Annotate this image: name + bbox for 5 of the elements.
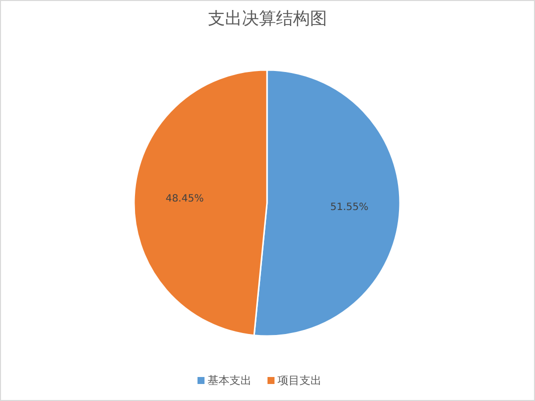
legend-label: 基本支出 <box>208 374 252 388</box>
data-label: 51.55% <box>330 202 368 213</box>
chart-title: 支出决算结构图 <box>208 9 327 29</box>
legend-label: 项目支出 <box>278 374 322 388</box>
data-label: 48.45% <box>166 194 204 205</box>
